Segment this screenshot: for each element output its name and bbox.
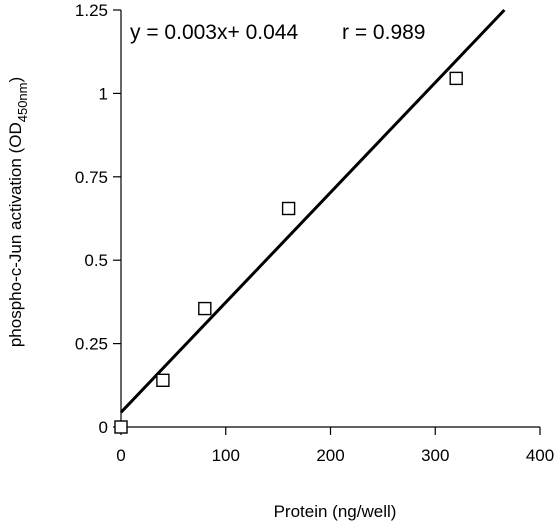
y-axis-label: phospho-c-Jun activation (OD450nm): [6, 77, 30, 347]
data-point: [114, 420, 128, 434]
x-tick-label: 0: [116, 446, 125, 465]
x-ticks: 0 100 200 300 400: [116, 427, 554, 465]
y-axis-label-subscript: 450nm: [15, 83, 30, 123]
x-tick-label: 400: [526, 446, 554, 465]
regression-line: [119, 8, 506, 414]
data-point: [449, 71, 463, 86]
correlation-coefficient: r = 0.989: [342, 21, 425, 44]
data-point: [281, 201, 296, 216]
y-axis-label-close: ): [6, 77, 25, 83]
axes: [120, 10, 540, 428]
y-axis-label-main: phospho-c-Jun activation (OD: [6, 122, 25, 347]
data-points: [114, 71, 463, 434]
y-tick-label: 1: [99, 84, 108, 103]
x-tick-label: 200: [316, 446, 344, 465]
y-tick-label: 0.25: [75, 335, 108, 354]
y-tick-label: 0.75: [75, 168, 108, 187]
y-tick-label: 0: [99, 418, 108, 437]
x-axis-label: Protein (ng/well): [274, 502, 397, 521]
x-tick-label: 100: [212, 446, 240, 465]
data-point: [156, 373, 170, 387]
data-point: [198, 301, 212, 316]
x-tick-label: 300: [421, 446, 449, 465]
y-ticks: 0 0.25 0.5 0.75 1 1.25: [75, 1, 121, 437]
regression-equation: y = 0.003x+ 0.044: [130, 21, 298, 44]
y-tick-label: 0.5: [84, 251, 108, 270]
y-tick-label: 1.25: [75, 1, 108, 20]
